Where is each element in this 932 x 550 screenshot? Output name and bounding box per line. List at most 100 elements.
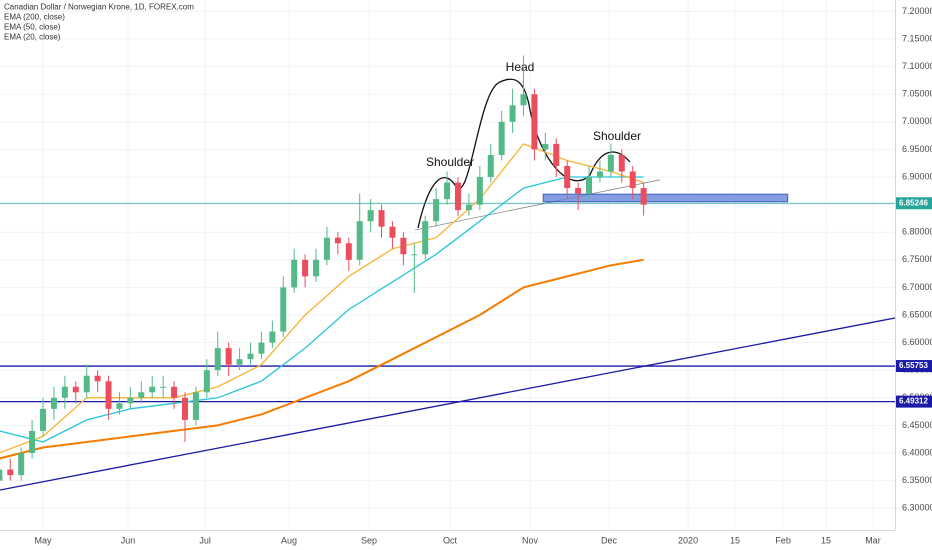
candle-body	[50, 397, 57, 409]
x-tick-label: Mar	[865, 535, 881, 545]
candle-body	[640, 188, 647, 205]
price-tag	[896, 395, 932, 408]
candle-body	[444, 182, 451, 200]
candle-body	[160, 386, 167, 388]
y-tick-label: 7.20000	[902, 6, 932, 16]
candle-body	[596, 171, 603, 178]
candle-body	[40, 408, 47, 431]
x-tick-label: 2020	[678, 535, 698, 545]
legend-entry: EMA (20, close)	[4, 33, 61, 42]
candle-body	[618, 154, 625, 172]
candle-body	[18, 453, 25, 476]
price-tag-label: 6.55753	[899, 361, 928, 370]
legend-entry: EMA (200, close)	[4, 13, 65, 22]
x-tick-label: Jul	[199, 535, 211, 545]
candle-body	[454, 182, 461, 211]
candle-body	[411, 254, 418, 256]
candle-body	[83, 375, 90, 393]
x-tick-label: Oct	[443, 535, 458, 545]
x-tick-label: Sep	[361, 535, 377, 545]
candle-body	[422, 221, 429, 255]
support-zone	[542, 193, 789, 203]
annotation: Shoulder	[426, 155, 474, 169]
x-tick-label: Dec	[601, 535, 618, 545]
y-tick-label: 6.95000	[902, 144, 932, 154]
price-tag	[896, 197, 932, 210]
candle-body	[520, 94, 527, 106]
x-tick-label: Nov	[522, 535, 539, 545]
y-tick-label: 6.40000	[902, 447, 932, 457]
candle-body	[564, 165, 571, 189]
candle-body	[105, 381, 112, 409]
annotation: Shoulder	[593, 129, 641, 143]
y-tick-label: 6.70000	[902, 282, 932, 292]
candle-body	[476, 177, 483, 205]
x-tick-label: 15	[730, 535, 740, 545]
y-tick-label: 6.30000	[902, 503, 932, 513]
price-tag-label: 6.49312	[899, 397, 928, 406]
candle-body	[291, 259, 298, 288]
candle-body	[302, 259, 309, 277]
y-tick-label: 7.05000	[902, 89, 932, 99]
y-tick-label: 6.45000	[902, 420, 932, 430]
candle-body	[280, 287, 287, 332]
annotation: Head	[506, 60, 535, 74]
candle-body	[72, 386, 79, 393]
y-tick-label: 6.65000	[902, 309, 932, 319]
x-tick-label: 15	[821, 535, 831, 545]
candle-body	[313, 259, 320, 277]
candle-body	[509, 105, 516, 122]
candle-body	[149, 386, 156, 393]
candle-body	[323, 237, 330, 260]
candle-body	[269, 331, 276, 343]
trendline	[414, 179, 661, 231]
trendline	[0, 317, 896, 491]
candle-body	[138, 392, 145, 398]
candle-body	[7, 469, 14, 476]
candle-body	[575, 188, 582, 194]
candle-body	[171, 386, 178, 398]
candle-body	[629, 171, 636, 189]
chart-title: Canadian Dollar / Norwegian Krone, 1D, F…	[4, 3, 194, 12]
candle-body	[586, 177, 593, 194]
y-tick-label: 6.60000	[902, 337, 932, 347]
y-tick-label: 6.80000	[902, 227, 932, 237]
candle-body	[181, 397, 188, 420]
y-tick-label: 6.35000	[902, 475, 932, 485]
x-tick-label: Aug	[281, 535, 297, 545]
candle-body	[236, 359, 243, 365]
candle-body	[498, 121, 505, 155]
x-tick-label: Feb	[775, 535, 791, 545]
candle-body	[607, 154, 614, 172]
price-tag-label: 6.85246	[899, 198, 928, 207]
candle-body	[94, 375, 101, 382]
candle-body	[367, 210, 374, 222]
candle-body	[356, 221, 363, 260]
candle-body	[400, 237, 407, 255]
candle-body	[247, 353, 254, 360]
candle-body	[192, 392, 199, 420]
candle-body	[61, 386, 68, 398]
ema-line	[0, 258, 644, 460]
candle-body	[542, 143, 549, 150]
price-tag	[896, 360, 932, 373]
y-tick-label: 6.75000	[902, 254, 932, 264]
candle-body	[487, 154, 494, 178]
candle-body	[214, 348, 221, 371]
candle-body	[465, 204, 472, 211]
candle-body	[553, 143, 560, 166]
y-tick-label: 7.00000	[902, 116, 932, 126]
candle-body	[127, 397, 134, 404]
x-tick-label: May	[35, 535, 53, 545]
x-tick-label: Jun	[121, 535, 136, 545]
candle-body	[116, 403, 123, 409]
candle-body	[334, 237, 341, 244]
candle-body	[29, 430, 36, 454]
y-tick-label: 7.10000	[902, 61, 932, 71]
candle-body	[433, 199, 440, 222]
candle-body	[378, 210, 385, 227]
candle-body	[258, 342, 265, 354]
candle-body	[389, 226, 396, 238]
